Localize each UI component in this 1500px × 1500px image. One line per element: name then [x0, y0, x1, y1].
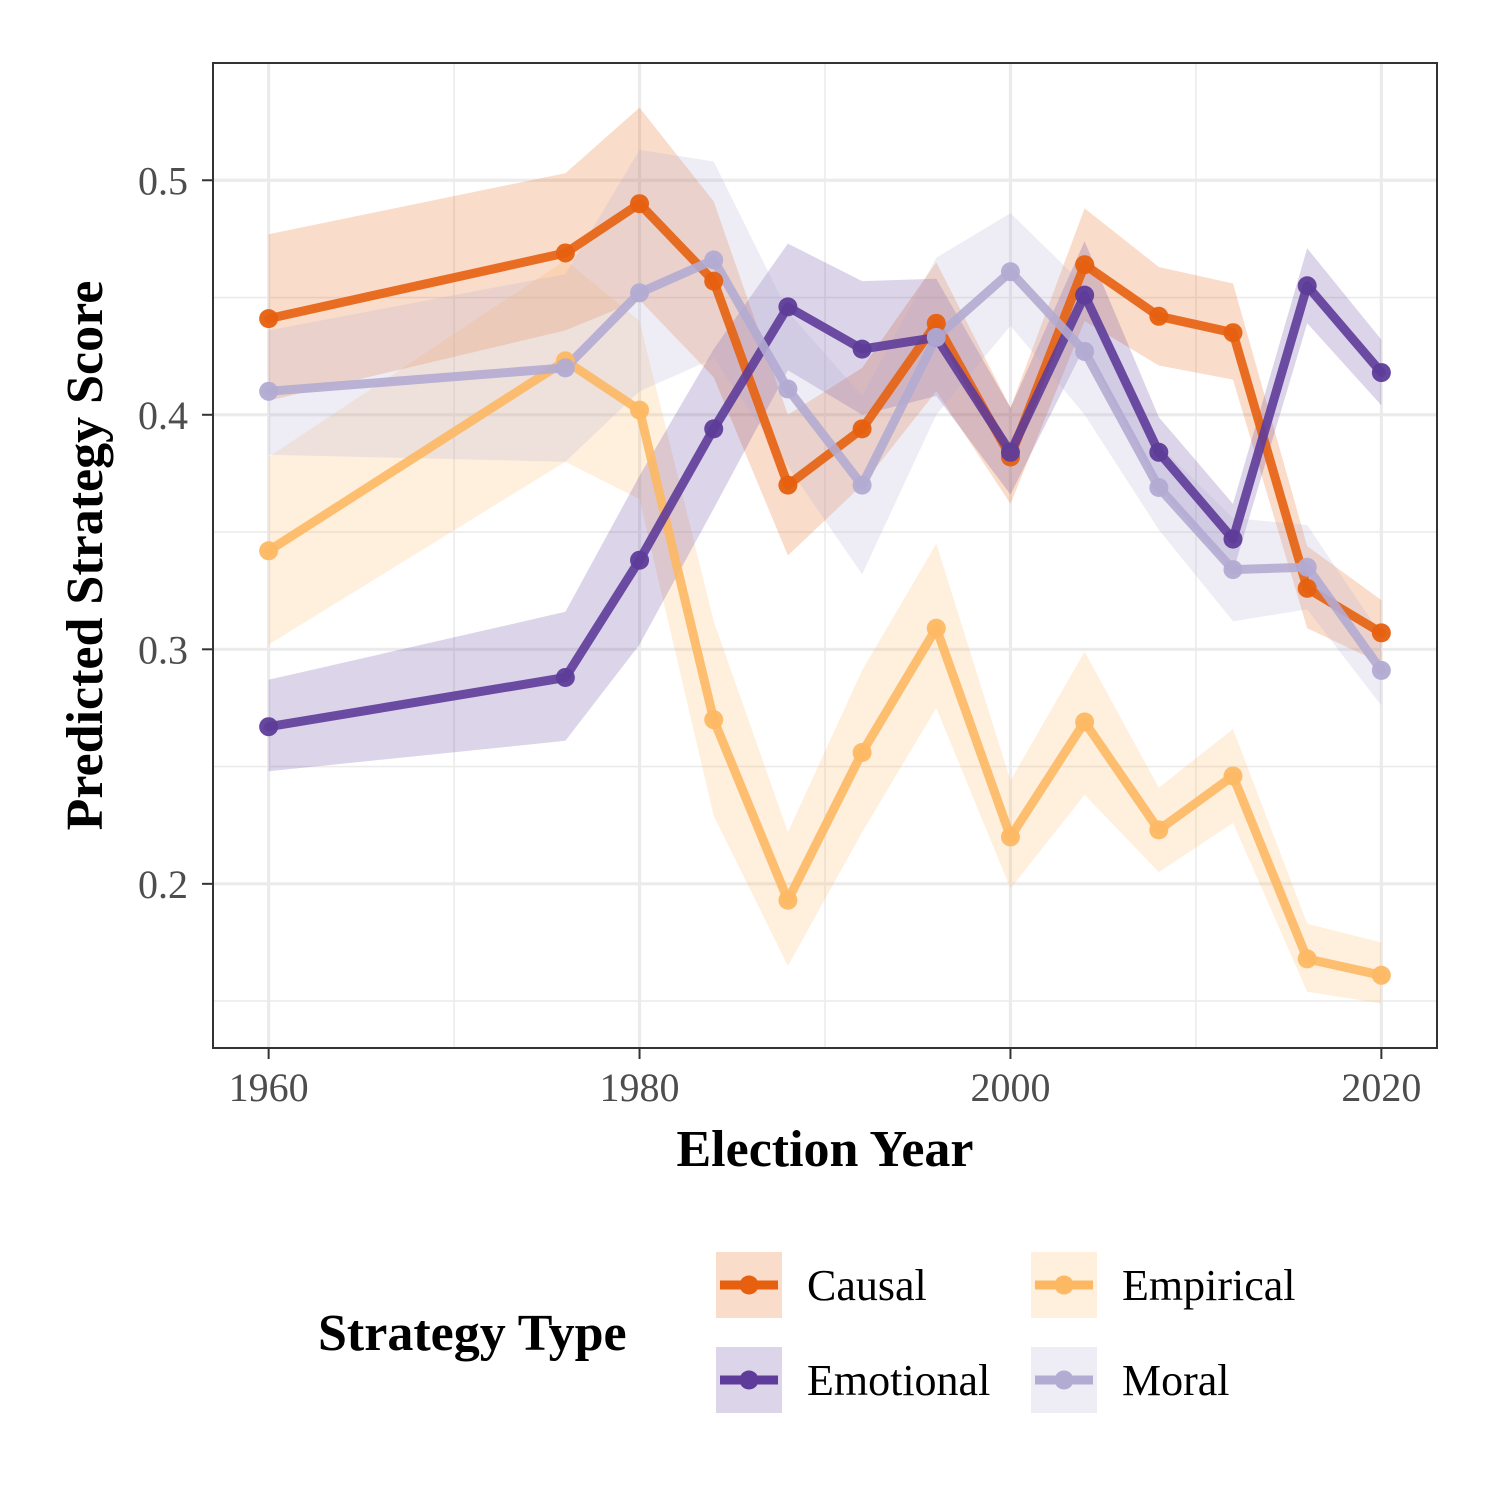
point-causal: [778, 475, 798, 495]
x-tick-label: 1980: [600, 1065, 680, 1110]
point-empirical: [1223, 766, 1243, 786]
confidence-band-moral: [268, 149, 1382, 706]
axis-ticks: [202, 179, 1383, 1059]
legend-label: Empirical: [1122, 1261, 1296, 1310]
point-moral: [1149, 477, 1169, 497]
confidence-band-emotional: [268, 241, 1382, 772]
legend-item-empirical: Empirical: [1031, 1252, 1296, 1318]
point-emotional: [778, 297, 798, 317]
point-empirical: [852, 743, 872, 762]
legend-item-emotional: Emotional: [716, 1347, 990, 1413]
point-empirical: [704, 710, 724, 730]
point-moral: [630, 283, 650, 303]
series-points: [259, 194, 1391, 985]
point-causal: [1149, 306, 1169, 326]
legend-items: Causal Empirical Emotional Moral: [716, 1252, 1296, 1413]
legend-title: Strategy Type: [318, 1305, 627, 1362]
point-causal: [1297, 578, 1317, 598]
point-emotional: [704, 419, 724, 439]
legend-key-point: [739, 1370, 759, 1390]
point-moral: [259, 381, 279, 401]
point-empirical: [1149, 820, 1169, 840]
y-tick-label: 0.2: [138, 862, 188, 907]
point-moral: [555, 358, 575, 378]
legend-label: Causal: [807, 1261, 927, 1310]
point-empirical: [926, 618, 946, 638]
point-moral: [778, 379, 798, 399]
x-tick-label: 2020: [1341, 1065, 1421, 1110]
confidence-band-empirical: [268, 260, 1382, 1004]
point-empirical: [1000, 827, 1020, 847]
x-tick-labels: 1960 1980 2000 2020: [229, 1065, 1422, 1110]
point-causal: [704, 271, 724, 291]
y-tick-label: 0.3: [138, 627, 188, 672]
point-empirical: [1297, 949, 1317, 969]
point-empirical: [630, 400, 650, 420]
confidence-bands: [268, 107, 1382, 1004]
point-emotional: [852, 339, 872, 359]
x-tick-label: 2000: [970, 1065, 1050, 1110]
point-emotional: [1149, 442, 1169, 462]
panel-border: [212, 62, 1438, 1049]
point-moral: [1075, 341, 1095, 361]
point-empirical: [778, 890, 798, 910]
y-tick-labels: 0.2 0.3 0.4 0.5: [138, 158, 188, 907]
point-moral: [1000, 262, 1020, 282]
point-empirical: [1371, 965, 1391, 985]
legend: Strategy Type Causal Empirical Emotional Mo…: [318, 1252, 1296, 1413]
point-causal: [630, 194, 650, 214]
point-empirical: [1075, 712, 1095, 732]
point-causal: [1371, 623, 1391, 643]
point-causal: [852, 419, 872, 439]
legend-item-causal: Causal: [716, 1252, 927, 1318]
point-causal: [926, 313, 946, 333]
legend-key-point: [739, 1275, 759, 1295]
point-causal: [259, 309, 279, 329]
y-tick-label: 0.5: [138, 158, 188, 203]
x-axis-title: Election Year: [677, 1121, 974, 1178]
point-causal: [1223, 323, 1243, 343]
point-emotional: [259, 717, 279, 737]
legend-label: Emotional: [807, 1356, 990, 1405]
point-emotional: [1371, 363, 1391, 383]
point-emotional: [1297, 276, 1317, 296]
point-moral: [1297, 557, 1317, 577]
point-moral: [852, 475, 872, 495]
point-emotional: [555, 667, 575, 687]
point-causal: [1075, 255, 1095, 275]
point-empirical: [259, 541, 279, 561]
point-moral: [926, 327, 946, 347]
legend-key-point: [1054, 1370, 1074, 1390]
point-emotional: [1075, 285, 1095, 305]
legend-item-moral: Moral: [1031, 1347, 1230, 1413]
confidence-band-causal: [268, 107, 1382, 664]
y-axis-title: Predicted Strategy Score: [57, 281, 114, 831]
point-moral: [1371, 660, 1391, 680]
legend-label: Moral: [1122, 1356, 1230, 1405]
point-moral: [704, 250, 724, 270]
y-tick-label: 0.4: [138, 393, 188, 438]
x-tick-label: 1960: [229, 1065, 309, 1110]
point-emotional: [1223, 529, 1243, 549]
point-emotional: [630, 550, 650, 570]
point-causal: [555, 243, 575, 263]
legend-key-point: [1054, 1275, 1074, 1295]
point-emotional: [1000, 442, 1020, 462]
point-moral: [1223, 560, 1243, 580]
